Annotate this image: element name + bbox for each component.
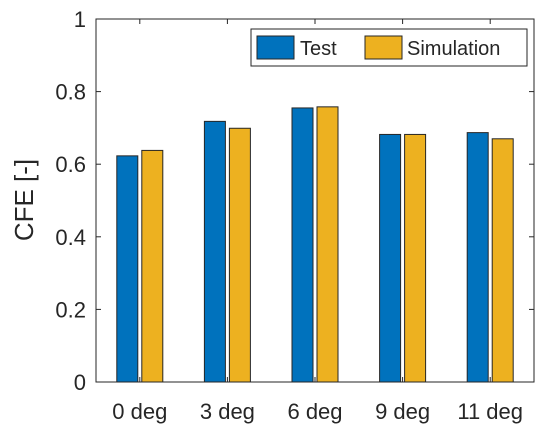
legend-label-test: Test xyxy=(300,38,337,60)
bar-simulation-0-deg xyxy=(141,149,164,383)
y-tick-label: 0.2 xyxy=(55,297,86,322)
legend-swatch-simulation xyxy=(364,35,403,60)
legend-label-simulation: Simulation xyxy=(407,38,500,60)
x-tick-label: 3 deg xyxy=(200,399,255,424)
legend-swatch-test xyxy=(256,35,295,60)
x-tick-label: 6 deg xyxy=(287,399,342,424)
bar-test-9-deg xyxy=(379,133,402,383)
legend: Test Simulation xyxy=(250,28,528,67)
ticks-layer: 0 0.2 0.4 0.6 0.8 1 0 deg 3 deg 6 deg 9 deg 11 deg xyxy=(55,7,534,424)
y-tick-label: 0.8 xyxy=(55,80,86,105)
bar-test-0-deg xyxy=(116,155,139,383)
bar-simulation-6-deg xyxy=(316,106,339,383)
x-tick-label: 11 deg xyxy=(457,399,523,424)
bars-layer xyxy=(116,106,514,383)
y-tick-label: 1 xyxy=(74,7,86,32)
bar-simulation-3-deg xyxy=(228,127,251,383)
bar-test-6-deg xyxy=(291,107,314,383)
bar-simulation-9-deg xyxy=(404,133,427,383)
y-tick-label: 0.4 xyxy=(55,225,86,250)
y-axis-label: CFE [-] xyxy=(9,159,39,241)
x-tick-label: 0 deg xyxy=(112,399,167,424)
x-tick-label: 9 deg xyxy=(375,399,430,424)
bar-test-11-deg xyxy=(466,132,489,383)
y-tick-label: 0 xyxy=(74,370,86,395)
bar-test-3-deg xyxy=(203,120,226,383)
y-tick-label: 0.6 xyxy=(55,152,86,177)
bar-simulation-11-deg xyxy=(491,138,514,383)
